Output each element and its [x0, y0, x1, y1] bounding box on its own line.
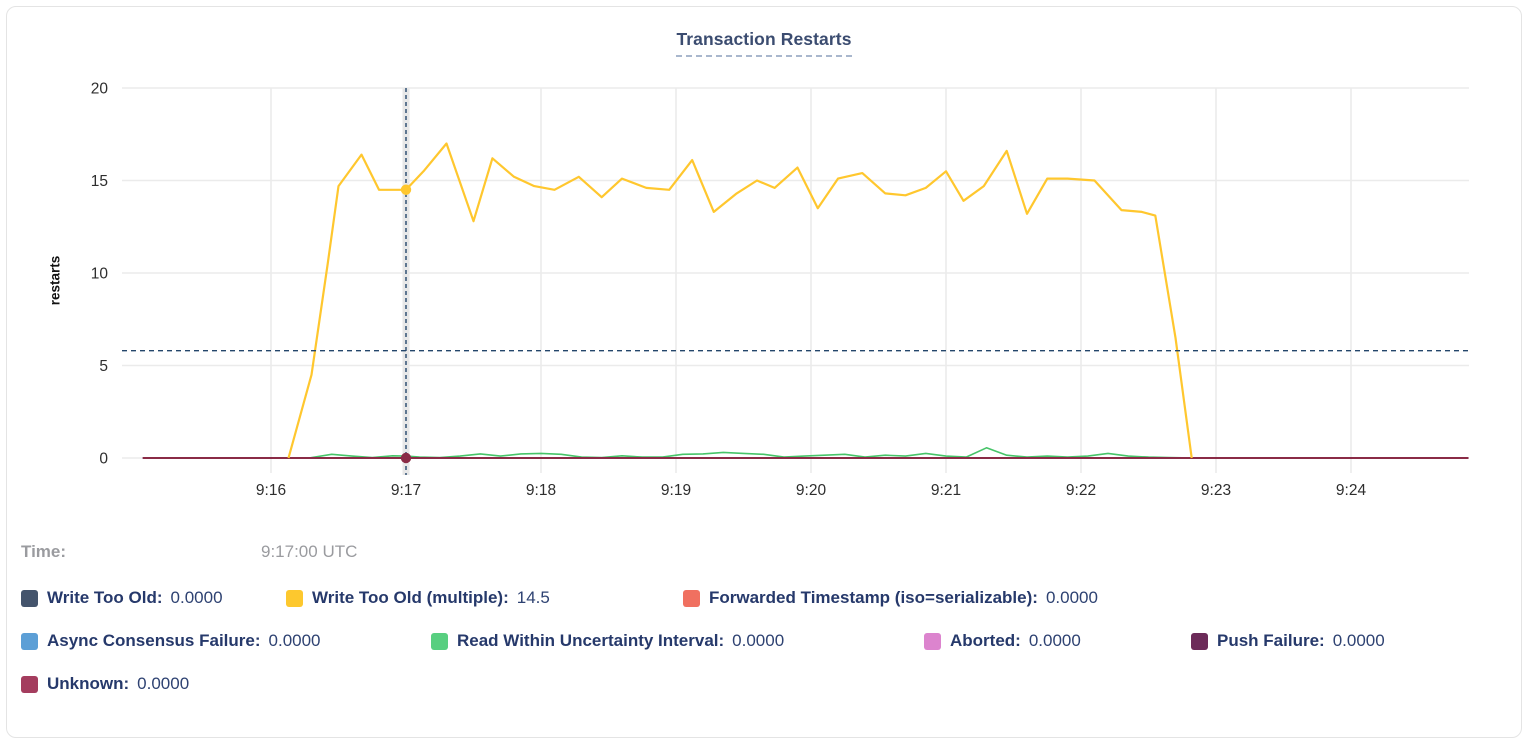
- chart-title-wrap: Transaction Restarts: [7, 7, 1521, 63]
- x-tick-label: 9:22: [1066, 482, 1096, 499]
- x-tick-label: 9:24: [1336, 482, 1367, 499]
- y-tick-label: 5: [99, 358, 108, 375]
- legend-item-aborted: Aborted: 0.0000: [924, 631, 1191, 651]
- chart-legend: Write Too Old: 0.0000 Write Too Old (mul…: [7, 588, 1521, 694]
- legend-label: Unknown:: [47, 674, 130, 693]
- series-line: [308, 446, 1196, 459]
- y-tick-label: 20: [91, 81, 109, 98]
- legend-value: 0.0000: [170, 588, 223, 607]
- legend-item-push-failure: Push Failure: 0.0000: [1191, 631, 1385, 651]
- legend-value: 0.0000: [268, 631, 321, 650]
- y-tick-label: 0: [99, 451, 108, 468]
- series-swatch: [1191, 632, 1208, 650]
- legend-value: 0.0000: [1045, 588, 1098, 607]
- legend-item-async-consensus-failure: Async Consensus Failure: 0.0000: [21, 631, 431, 651]
- series-swatch: [683, 589, 700, 607]
- series-swatch: [21, 675, 38, 693]
- legend-label: Read Within Uncertainty Interval:: [457, 631, 725, 650]
- legend-label: Write Too Old:: [47, 588, 163, 607]
- legend-value: 0.0000: [732, 631, 785, 650]
- chart-card: Transaction Restarts restarts 0 5 10 15 20 9:…: [6, 6, 1522, 738]
- legend-value: 14.5: [516, 588, 550, 607]
- legend-item-read-within-uncertainty: Read Within Uncertainty Interval: 0.0000: [431, 631, 924, 651]
- legend-label: Push Failure:: [1217, 631, 1325, 650]
- series-swatch: [21, 632, 38, 650]
- hover-dot: [400, 452, 412, 464]
- x-tick-label: 9:19: [661, 482, 691, 499]
- x-tick-label: 9:20: [796, 482, 827, 499]
- transaction-restarts-chart[interactable]: restarts 0 5 10 15 20 9:16 9:17 9:18 9:19 9:20 9:2…: [7, 63, 1519, 510]
- legend-value: 0.0000: [1028, 631, 1081, 650]
- y-tick-label: 15: [91, 173, 108, 190]
- series-swatch: [431, 632, 448, 650]
- legend-item-write-too-old: Write Too Old: 0.0000: [21, 588, 286, 608]
- legend-item-write-too-old-multiple: Write Too Old (multiple): 14.5: [286, 588, 683, 608]
- series-swatch: [286, 589, 303, 607]
- series-line: [287, 142, 1193, 459]
- legend-label: Aborted:: [950, 631, 1021, 650]
- legend-item-unknown: Unknown: 0.0000: [21, 674, 189, 694]
- y-axis-label: restarts: [47, 255, 63, 306]
- legend-row-3: Unknown: 0.0000: [21, 674, 1521, 694]
- x-tick-label: 9:18: [526, 482, 556, 499]
- series-swatch: [924, 632, 941, 650]
- chart-title[interactable]: Transaction Restarts: [676, 29, 852, 57]
- legend-value: 0.0000: [137, 674, 190, 693]
- x-tick-label: 9:16: [256, 482, 286, 499]
- x-tick-label: 9:17: [391, 482, 421, 499]
- series-swatch: [21, 589, 38, 607]
- legend-label: Forwarded Timestamp (iso=serializable):: [709, 588, 1038, 607]
- y-tick-label: 10: [91, 266, 109, 283]
- time-label: Time:: [21, 542, 67, 561]
- legend-item-forwarded-timestamp: Forwarded Timestamp (iso=serializable): …: [683, 588, 1098, 608]
- time-value: 9:17:00 UTC: [261, 542, 358, 561]
- x-tick-label: 9:21: [931, 482, 961, 499]
- legend-value: 0.0000: [1332, 631, 1385, 650]
- legend-label: Async Consensus Failure:: [47, 631, 261, 650]
- legend-label: Write Too Old (multiple):: [312, 588, 509, 607]
- hover-dot: [400, 184, 412, 195]
- x-tick-label: 9:23: [1201, 482, 1231, 499]
- hover-time-row: Time: 9:17:00 UTC: [7, 542, 1521, 562]
- chart-plot[interactable]: 0 5 10 15 20 9:16 9:17 9:18 9:19 9:20 9:21 9:22 9:23…: [7, 63, 1519, 510]
- legend-row-2: Async Consensus Failure: 0.0000 Read Wit…: [21, 631, 1521, 651]
- legend-row-1: Write Too Old: 0.0000 Write Too Old (mul…: [21, 588, 1521, 608]
